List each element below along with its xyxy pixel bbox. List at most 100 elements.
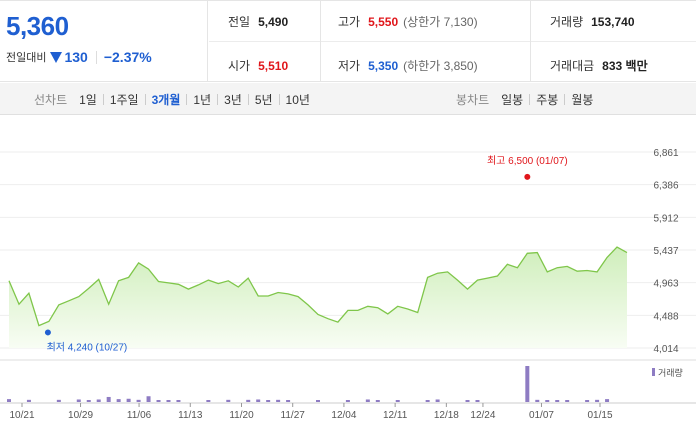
stat-open: 시가 5,510 <box>228 57 288 74</box>
price-tick-label: 4,963 <box>653 279 678 290</box>
volume-bar <box>365 399 370 402</box>
date-tick-label: 01/15 <box>587 410 612 421</box>
volume-bar <box>86 400 91 402</box>
price-area <box>9 247 627 348</box>
volume-legend-swatch <box>652 368 655 376</box>
volume-bar <box>286 400 291 402</box>
volume-bar <box>106 396 111 402</box>
stat-value: 5,510 <box>258 59 289 73</box>
quote-summary: 5,360 전일대비 130 −2.37% 전일 5,490 고가 5,550 … <box>0 0 696 82</box>
stat-volume: 거래량 153,740 <box>550 13 635 30</box>
volume-bar <box>345 400 350 402</box>
high-marker <box>524 173 531 180</box>
high-marker-label: 최고 6,500 (01/07) <box>487 155 568 167</box>
stat-low: 저가 5,350 (하한가 3,850) <box>338 57 478 74</box>
volume-bar <box>146 396 151 402</box>
stat-value: 833 백만 <box>602 59 648 73</box>
price-tick-label: 5,912 <box>653 213 678 224</box>
volume-bar <box>76 399 81 402</box>
tab-separator <box>217 93 219 105</box>
tab-daily[interactable]: 일봉 <box>501 92 524 107</box>
tab-1w[interactable]: 1주일 <box>109 92 139 107</box>
divider <box>95 50 97 64</box>
tab-separator <box>529 93 531 105</box>
stat-value: 5,490 <box>258 15 289 29</box>
date-tick-label: 12/18 <box>434 410 459 421</box>
date-tick-label: 12/11 <box>383 410 408 421</box>
tab-weekly[interactable]: 주봉 <box>536 92 559 107</box>
date-tick-label: 12/24 <box>470 410 495 421</box>
upper-limit-note: (상한가 7,130) <box>403 15 478 29</box>
volume-bar <box>595 399 600 402</box>
line-chart-title: 선차트 <box>34 92 68 107</box>
volume-bar <box>545 400 550 402</box>
tab-separator <box>247 93 249 105</box>
stat-label: 거래량 <box>550 15 584 29</box>
volume-bar <box>535 399 540 402</box>
chart-tab-bar: 선차트 1일 1주일 3개월 1년 3년 5년 10년 봉차트 일봉 주봉 월봉 <box>0 83 696 115</box>
volume-bar <box>465 400 470 402</box>
stat-label: 고가 <box>338 15 361 29</box>
stat-prev-close: 전일 5,490 <box>228 13 288 30</box>
tab-separator <box>186 93 188 105</box>
volume-bar <box>56 399 61 402</box>
volume-bar <box>96 399 101 402</box>
tab-monthly[interactable]: 월봉 <box>571 92 594 107</box>
date-tick-label: 12/04 <box>331 410 356 421</box>
line-chart-tabs: 선차트 1일 1주일 3개월 1년 3년 5년 10년 <box>34 83 310 115</box>
date-tick-label: 11/27 <box>281 410 306 421</box>
volume-bar <box>276 399 281 402</box>
volume-bar <box>26 399 31 402</box>
tab-1y[interactable]: 1년 <box>193 92 212 107</box>
date-tick-label: 01/07 <box>529 410 554 421</box>
tab-5y[interactable]: 5년 <box>254 92 273 107</box>
tab-separator <box>564 93 566 105</box>
tab-3m[interactable]: 3개월 <box>151 92 181 107</box>
change-amount: 130 <box>64 49 88 65</box>
stat-high: 고가 5,550 (상한가 7,130) <box>338 13 478 30</box>
volume-bar <box>555 400 560 402</box>
stat-label: 전일 <box>228 15 251 29</box>
stat-trade-value: 거래대금 833 백만 <box>550 57 648 74</box>
date-tick-label: 10/29 <box>68 410 93 421</box>
price-tick-label: 4,488 <box>653 311 678 322</box>
volume-bar <box>316 400 320 402</box>
column-divider <box>320 1 321 82</box>
low-marker <box>44 329 51 336</box>
stat-label: 시가 <box>228 59 251 73</box>
tab-separator <box>278 93 280 105</box>
tab-separator <box>144 93 146 105</box>
volume-bar <box>176 400 181 402</box>
low-marker-label: 최저 4,240 (10/27) <box>47 341 128 353</box>
volume-bar <box>226 399 231 402</box>
volume-bar <box>375 400 380 402</box>
stat-label: 거래대금 <box>550 59 595 73</box>
change-label: 전일대비 <box>6 52 47 64</box>
tab-10y[interactable]: 10년 <box>285 92 310 107</box>
lower-limit-note: (하한가 3,850) <box>403 59 478 73</box>
date-tick-label: 11/13 <box>178 410 203 421</box>
column-divider <box>530 1 531 82</box>
current-price: 5,360 <box>6 11 69 41</box>
volume-bar <box>605 399 610 402</box>
down-arrow-icon <box>50 51 63 63</box>
tab-1d[interactable]: 1일 <box>79 92 97 107</box>
candle-chart-tabs: 봉차트 일봉 주봉 월봉 <box>456 83 593 115</box>
volume-bar <box>156 400 161 402</box>
price-tick-label: 5,437 <box>653 246 678 257</box>
price-tick-label: 4,014 <box>653 344 678 355</box>
date-tick-label: 11/20 <box>229 410 254 421</box>
candle-chart-title: 봉차트 <box>456 92 490 107</box>
volume-legend-label: 거래량 <box>658 367 683 378</box>
volume-bar <box>525 366 530 402</box>
change-row: 전일대비 130 −2.37% <box>6 49 152 65</box>
date-tick-label: 10/21 <box>9 410 34 421</box>
volume-bar <box>136 399 141 402</box>
stat-label: 저가 <box>338 59 361 73</box>
date-tick-label: 11/06 <box>127 410 152 421</box>
stat-value: 5,550 <box>368 15 399 29</box>
volume-bar <box>126 398 131 402</box>
tab-3y[interactable]: 3년 <box>224 92 242 107</box>
volume-bar <box>166 400 171 402</box>
price-chart-svg: 최고 6,500 (01/07) 최저 4,240 (10/27) 6,861 6,… <box>0 148 696 421</box>
